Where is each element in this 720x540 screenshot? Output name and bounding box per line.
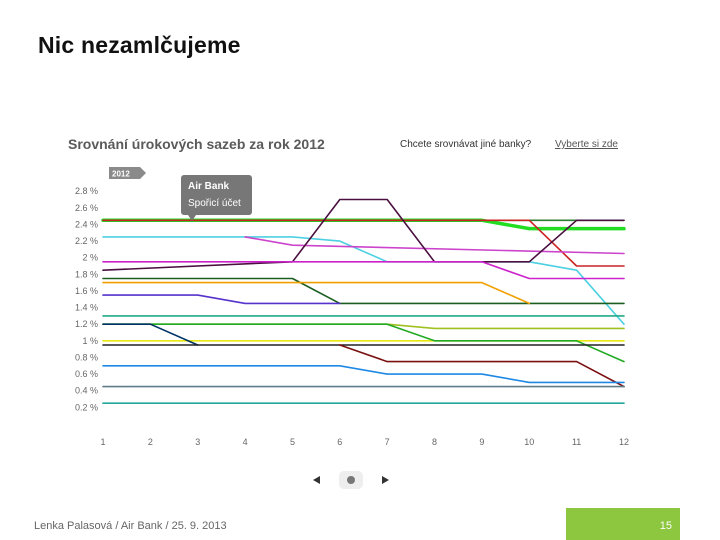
series-line bbox=[102, 219, 625, 267]
tooltip-subtitle: Spořicí účet bbox=[188, 198, 241, 209]
x-tick-label: 11 bbox=[572, 437, 581, 447]
series-line bbox=[102, 365, 625, 384]
series-line bbox=[102, 323, 625, 363]
y-tick-label: 2.8 % bbox=[75, 186, 98, 196]
x-tick-label: 2 bbox=[148, 437, 153, 447]
series-line bbox=[102, 281, 531, 305]
series-line bbox=[102, 294, 341, 305]
tooltip-box bbox=[181, 175, 252, 215]
year-tab-label[interactable]: 2012 bbox=[112, 170, 130, 179]
series-tooltip: Air Bank Spořicí účet bbox=[181, 175, 252, 221]
series-line bbox=[102, 198, 625, 271]
y-tick-label: 0.6 % bbox=[75, 369, 98, 379]
x-tick-label: 3 bbox=[195, 437, 200, 447]
year-tab[interactable]: 2012 bbox=[109, 167, 146, 179]
y-tick-label: 2.2 % bbox=[75, 236, 98, 246]
series-line bbox=[101, 218, 626, 231]
triangle-left-icon[interactable] bbox=[313, 476, 320, 484]
x-tick-label: 1 bbox=[100, 437, 105, 447]
y-tick-label: 1.4 % bbox=[75, 303, 98, 313]
y-tick-label: 2 % bbox=[82, 253, 98, 263]
y-tick-label: 0.2 % bbox=[75, 402, 98, 412]
tooltip-title: Air Bank bbox=[188, 181, 230, 192]
series-line bbox=[244, 236, 625, 255]
series-line bbox=[102, 261, 625, 280]
choose-banks-link[interactable]: Vyberte si zde bbox=[555, 139, 618, 150]
y-tick-label: 2.4 % bbox=[75, 219, 98, 229]
y-tick-label: 1 % bbox=[82, 336, 98, 346]
x-tick-label: 5 bbox=[290, 437, 295, 447]
footer-accent-bar: 15 bbox=[566, 508, 680, 540]
pager bbox=[313, 471, 389, 489]
x-tick-label: 10 bbox=[524, 437, 534, 447]
series-line bbox=[102, 277, 625, 305]
x-tick-label: 7 bbox=[385, 437, 390, 447]
page-number: 15 bbox=[659, 520, 672, 532]
pager-dot-icon[interactable] bbox=[347, 476, 355, 484]
tooltip-pointer bbox=[188, 215, 196, 221]
triangle-right-icon[interactable] bbox=[382, 476, 389, 484]
slide-title: Nic nezamlčujeme bbox=[38, 32, 241, 58]
year-tab-shape[interactable] bbox=[109, 167, 146, 179]
x-tick-label: 12 bbox=[619, 437, 629, 447]
rate-comparison-widget: 2.8 % 2.6 % 2.4 % 2.2 % 2 % 1.8 % 1.6 % 1.4 % 1.… bbox=[60, 126, 648, 496]
series-line bbox=[102, 236, 625, 325]
y-tick-label: 1.2 % bbox=[75, 319, 98, 329]
rate-chart: 2.8 % 2.6 % 2.4 % 2.2 % 2 % 1.8 % 1.6 % 1.4 % 1.… bbox=[75, 167, 629, 489]
series-line bbox=[102, 323, 199, 346]
y-tick-label: 1.6 % bbox=[75, 286, 98, 296]
series-line bbox=[338, 344, 625, 388]
x-tick-label: 8 bbox=[432, 437, 437, 447]
x-tick-label: 4 bbox=[243, 437, 248, 447]
x-tick-label: 6 bbox=[337, 437, 342, 447]
compare-question: Chcete srovnávat jiné banky? bbox=[400, 139, 532, 150]
chart-title: Srovnání úrokových sazeb za rok 2012 bbox=[68, 136, 325, 152]
x-tick-label: 9 bbox=[479, 437, 484, 447]
y-tick-label: 1.8 % bbox=[75, 269, 98, 279]
footer-author: Lenka Palasová / Air Bank / 25. 9. 2013 bbox=[34, 520, 227, 532]
y-tick-label: 0.8 % bbox=[75, 352, 98, 362]
y-tick-label: 0.4 % bbox=[75, 386, 98, 396]
y-tick-label: 2.6 % bbox=[75, 203, 98, 213]
